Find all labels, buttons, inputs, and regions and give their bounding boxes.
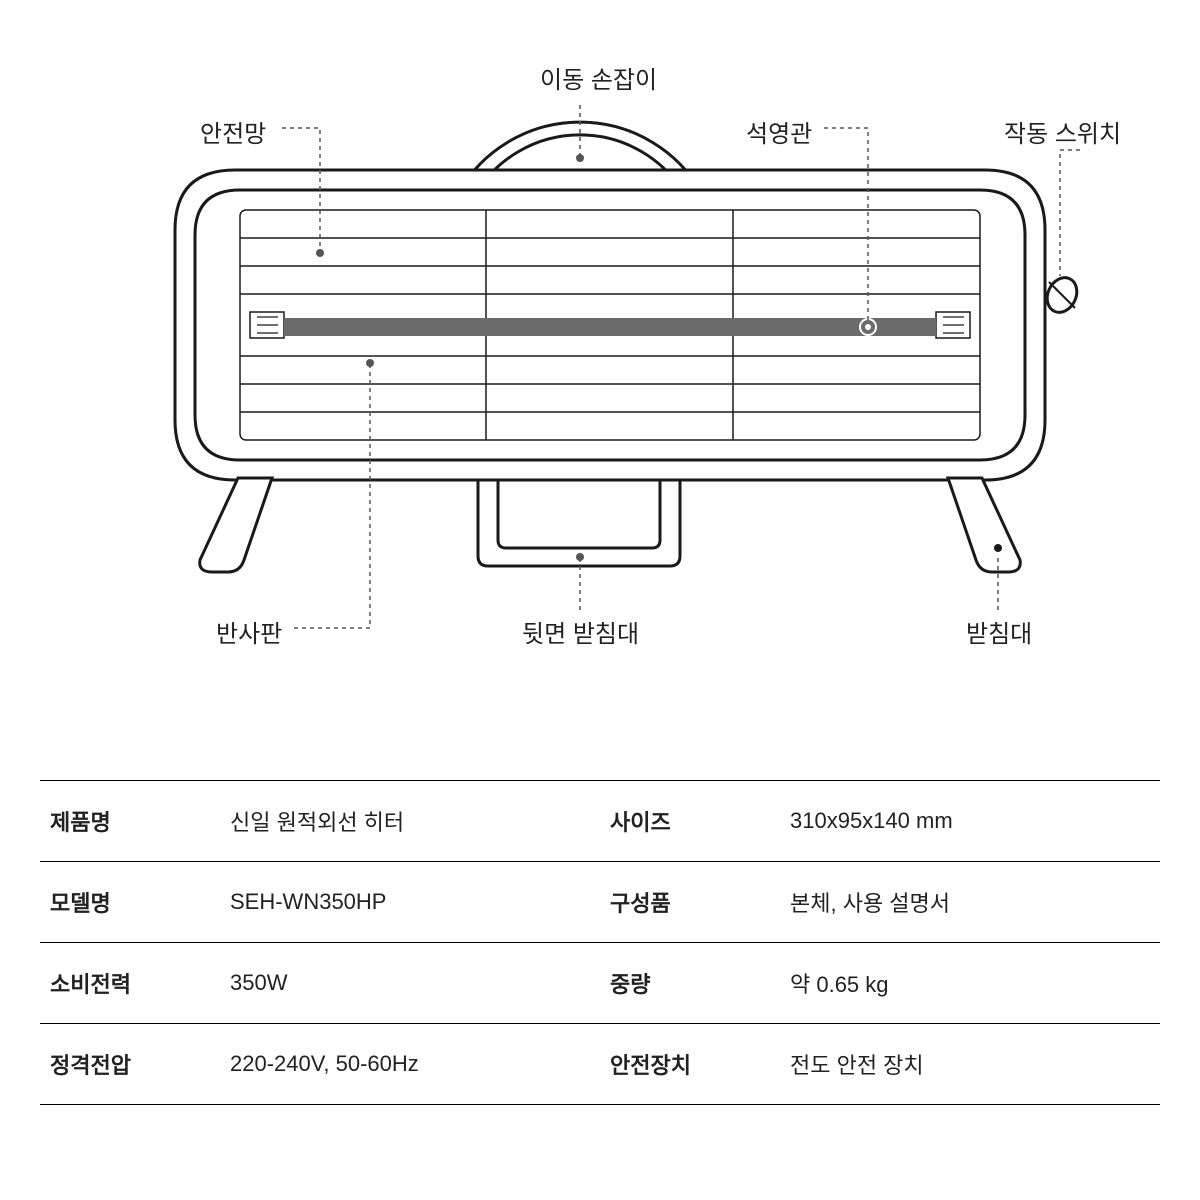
spec-row: 소비전력350W중량약 0.65 kg — [40, 943, 1160, 1024]
leg-dot — [994, 544, 1002, 552]
leg-right — [948, 478, 1020, 572]
spec-key: 사이즈 — [600, 781, 780, 862]
label-switch: 작동 스위치 — [1004, 114, 1121, 149]
spec-key: 정격전압 — [40, 1024, 220, 1105]
spec-val: 신일 원적외선 히터 — [220, 781, 600, 862]
diagram-svg — [0, 0, 1200, 720]
spec-key: 안전장치 — [600, 1024, 780, 1105]
label-handle: 이동 손잡이 — [540, 60, 657, 95]
label-rear-stand: 뒷면 받침대 — [522, 614, 639, 649]
label-safety-grid: 안전망 — [200, 114, 266, 149]
tube-ring-dot — [865, 324, 871, 330]
spec-key: 모델명 — [40, 862, 220, 943]
spec-val: 310x95x140 mm — [780, 781, 1160, 862]
leg-left — [200, 478, 272, 572]
spec-row: 제품명신일 원적외선 히터사이즈310x95x140 mm — [40, 781, 1160, 862]
label-reflector: 반사판 — [216, 614, 282, 649]
spec-key: 중량 — [600, 943, 780, 1024]
spec-table: 제품명신일 원적외선 히터사이즈310x95x140 mm모델명SEH-WN35… — [40, 780, 1160, 1105]
spec-row: 정격전압220-240V, 50-60Hz안전장치전도 안전 장치 — [40, 1024, 1160, 1105]
power-switch — [1042, 273, 1083, 317]
spec-key: 구성품 — [600, 862, 780, 943]
spec-row: 모델명SEH-WN350HP구성품본체, 사용 설명서 — [40, 862, 1160, 943]
spec-table-body: 제품명신일 원적외선 히터사이즈310x95x140 mm모델명SEH-WN35… — [40, 781, 1160, 1105]
spec-val: 220-240V, 50-60Hz — [220, 1024, 600, 1105]
spec-key: 제품명 — [40, 781, 220, 862]
spec-val: 약 0.65 kg — [780, 943, 1160, 1024]
rear-stand-outer — [478, 480, 680, 566]
spec-val: SEH-WN350HP — [220, 862, 600, 943]
rear-stand-inner — [498, 480, 660, 548]
spec-val: 350W — [220, 943, 600, 1024]
spec-key: 소비전력 — [40, 943, 220, 1024]
spec-val: 전도 안전 장치 — [780, 1024, 1160, 1105]
product-diagram: 이동 손잡이 안전망 석영관 작동 스위치 반사판 뒷면 받침대 받침대 — [0, 0, 1200, 720]
spec-val: 본체, 사용 설명서 — [780, 862, 1160, 943]
quartz-tube — [284, 318, 936, 336]
label-quartz-tube: 석영관 — [746, 114, 812, 149]
label-stand: 받침대 — [966, 614, 1032, 649]
